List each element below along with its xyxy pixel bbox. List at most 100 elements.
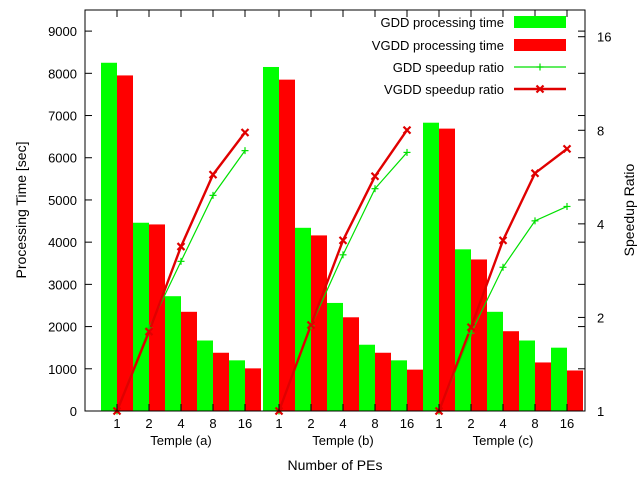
vgdd-time-bar: [279, 79, 295, 411]
gdd-speedup-point: [531, 217, 539, 225]
x-tick-label: 2: [307, 416, 314, 431]
x-tick-label: 2: [467, 416, 474, 431]
vgdd-speedup-point: [530, 168, 540, 178]
gdd-speedup-point: [403, 148, 411, 156]
y2-tick-label: 4: [597, 217, 604, 232]
x-tick-label: 1: [275, 416, 282, 431]
vgdd-time-bar: [471, 259, 487, 411]
x-tick-label: 4: [339, 416, 346, 431]
legend-label: VGDD speedup ratio: [384, 82, 504, 97]
vgdd-time-bar: [567, 370, 583, 411]
y-tick-label: 1000: [48, 362, 77, 377]
axes-layer: 0 1000 2000 3000 4000 5000 6000 7000 8000 9000 1 2 4…: [48, 10, 611, 448]
gdd-time-bar: [263, 66, 279, 412]
gdd-time-bar: [455, 249, 471, 411]
x-tick-label: 16: [400, 416, 414, 431]
x-tick-label: 2: [145, 416, 152, 431]
plot-frame: [84, 9, 586, 412]
y2-tick-label: 16: [597, 30, 611, 45]
vgdd-time-bar: [535, 362, 551, 411]
legend-label: VGDD processing time: [372, 38, 504, 53]
vgdd-speedup-point: [208, 170, 218, 179]
speedup-lines-layer: [112, 125, 572, 416]
gdd-time-bar: [391, 360, 407, 411]
vgdd-time-bar: [311, 235, 327, 411]
vgdd-speedup-point: [466, 322, 476, 332]
y2-axis-title: Speedup Ratio: [621, 163, 637, 256]
vgdd-time-bar: [343, 317, 359, 411]
vgdd-speedup-point: [370, 171, 380, 181]
vgdd-time-bar: [149, 224, 165, 411]
y-axis-title: Processing Time [sec]: [13, 142, 29, 279]
gdd-time-bar: [359, 344, 375, 411]
vgdd-speedup-point: [562, 144, 572, 154]
vgdd-speedup-point: [306, 320, 316, 330]
gdd-speedup-point: [241, 147, 249, 155]
y-tick-label: 5000: [48, 193, 77, 208]
gdd-speedup-point: [371, 185, 379, 193]
gdd-time-bar: [229, 360, 245, 411]
vgdd-time-bar: [213, 352, 229, 411]
gdd-time-bar: [165, 296, 181, 411]
gdd-time-bar: [101, 62, 117, 412]
legend-label: GDD processing time: [380, 15, 504, 30]
legend-item-vgdd_speedup: VGDD speedup ratio: [384, 82, 566, 97]
group-label: Temple (a): [150, 433, 211, 448]
legend-swatch: [514, 39, 566, 51]
x-tick-label: 8: [371, 416, 378, 431]
legend-swatch: [514, 16, 566, 28]
x-tick-label: 1: [113, 416, 120, 431]
x-tick-label: 4: [177, 416, 184, 431]
x-tick-label: 8: [531, 416, 538, 431]
gdd-time-bar: [327, 302, 343, 411]
vgdd-speedup-point: [498, 236, 508, 245]
y-tick-label: 3000: [48, 277, 77, 292]
y2-tick-label: 1: [597, 404, 604, 419]
vgdd-speedup-point: [144, 327, 154, 336]
gdd-speedup-point: [499, 263, 507, 271]
y-tick-label: 4000: [48, 235, 77, 250]
legend-item-gdd_time: GDD processing time: [380, 15, 566, 30]
y-tick-label: 7000: [48, 109, 77, 124]
gdd-speedup-point: [467, 329, 475, 337]
vgdd-time-bar: [181, 311, 197, 411]
x-tick-label: 16: [238, 416, 252, 431]
vgdd-time-bar: [375, 352, 391, 411]
vgdd-time-bar: [503, 331, 519, 411]
group-label: Temple (b): [312, 433, 373, 448]
y-tick-label: 6000: [48, 151, 77, 166]
gdd-time-bar: [519, 340, 535, 411]
x-axis-title: Number of PEs: [288, 457, 383, 473]
vgdd-speedup-point: [176, 242, 186, 251]
x-tick-label: 1: [435, 416, 442, 431]
legend-item-gdd_speedup: GDD speedup ratio: [393, 60, 566, 75]
y2-tick-label: 8: [597, 123, 604, 138]
vgdd-time-bar: [117, 75, 133, 411]
gdd-time-bar: [197, 340, 213, 411]
gdd-time-bar: [487, 311, 503, 411]
gdd-speedup-point: [339, 251, 347, 259]
legend: GDD processing time VGDD processing time G…: [372, 15, 566, 97]
gdd-time-bar: [295, 227, 311, 411]
vgdd-time-bar: [439, 128, 455, 411]
vgdd-speedup-point: [338, 236, 348, 245]
y2-tick-label: 2: [597, 310, 604, 325]
legend-label: GDD speedup ratio: [393, 60, 504, 75]
y-tick-label: 0: [70, 404, 77, 419]
vgdd-time-bar: [245, 368, 261, 411]
x-tick-label: 8: [209, 416, 216, 431]
y-tick-label: 2000: [48, 320, 77, 335]
gdd-time-bar: [423, 122, 439, 412]
group-label: Temple (c): [473, 433, 534, 448]
gdd-speedup-point: [209, 191, 217, 199]
gdd-time-bar: [133, 222, 149, 411]
legend-item-vgdd_time: VGDD processing time: [372, 38, 566, 53]
vgdd-time-bar: [407, 369, 423, 411]
vgdd-speedup-point: [402, 125, 412, 135]
bars-layer: [101, 62, 583, 412]
x-tick-label: 16: [560, 416, 574, 431]
y-tick-label: 9000: [48, 24, 77, 39]
gdd-speedup-point: [177, 257, 185, 265]
gdd-time-bar: [551, 347, 567, 411]
